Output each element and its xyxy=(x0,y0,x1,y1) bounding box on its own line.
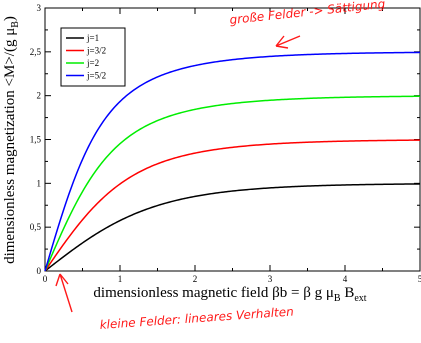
annotation-linear-text: kleine Felder: lineares Verhalten xyxy=(99,304,294,332)
legend-label-j=5/2: j=5/2 xyxy=(86,71,106,81)
annotation-linear: kleine Felder: lineares Verhalten xyxy=(56,274,294,332)
y-axis-title: dimensionless magnetization <M>/(g μB) xyxy=(2,16,21,264)
legend-label-j=3/2: j=3/2 xyxy=(86,46,106,56)
legend-label-j=2: j=2 xyxy=(86,58,99,68)
annotation-arrow-top xyxy=(276,36,300,48)
y-tick-label: 0 xyxy=(37,266,42,276)
y-tick-label: 3 xyxy=(37,3,42,13)
x-tick-label: 0 xyxy=(43,274,48,284)
annotation-arrow-bottom xyxy=(56,274,72,312)
y-tick-label: 1,5 xyxy=(30,135,42,145)
x-tick-label: 3 xyxy=(268,274,273,284)
x-tick-label: 1 xyxy=(118,274,123,284)
series-line-j=1 xyxy=(45,184,420,271)
x-axis-title: dimensionless magnetic field βb = β g μB… xyxy=(93,285,366,304)
y-tick-label: 2,5 xyxy=(30,47,42,57)
y-tick-label: 0,5 xyxy=(30,222,42,232)
legend-label-j=1: j=1 xyxy=(86,33,99,43)
y-tick-label: 2 xyxy=(37,91,42,101)
annotation-saturation-text: große Felder -> Sättigung xyxy=(229,0,386,27)
y-tick-label: 1 xyxy=(37,178,42,188)
series-line-j=3/2 xyxy=(45,140,420,271)
legend: j=1 j=3/2 j=2 j=5/2 xyxy=(61,28,125,86)
x-tick-label: 2 xyxy=(193,274,198,284)
series-line-j=2 xyxy=(45,96,420,271)
x-tick-label: 4 xyxy=(343,274,348,284)
annotation-saturation: große Felder -> Sättigung xyxy=(229,0,386,48)
